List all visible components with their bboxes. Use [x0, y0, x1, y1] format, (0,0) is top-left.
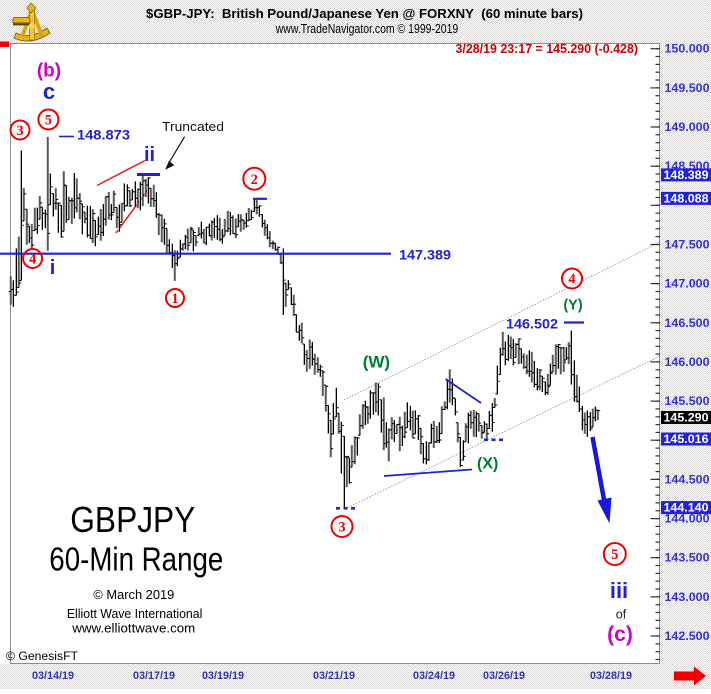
svg-text:(W): (W): [363, 353, 390, 372]
svg-text:4: 4: [29, 252, 36, 268]
svg-text:148.088: 148.088: [664, 193, 710, 205]
svg-text:(c): (c): [607, 623, 633, 646]
svg-text:147.000: 147.000: [665, 279, 710, 291]
svg-text:149.500: 149.500: [665, 83, 710, 95]
svg-text:© GenesisFT: © GenesisFT: [6, 651, 78, 663]
svg-text:143.500: 143.500: [665, 553, 710, 565]
svg-text:c: c: [43, 79, 55, 104]
svg-text:5: 5: [45, 113, 52, 129]
svg-text:3/28/19 23:17 = 145.290 (-0.42: 3/28/19 23:17 = 145.290 (-0.428): [456, 42, 639, 56]
svg-text:149.000: 149.000: [665, 122, 710, 134]
svg-text:Truncated: Truncated: [162, 120, 224, 134]
svg-text:iii: iii: [610, 578, 628, 603]
svg-text:$GBP-JPY: British Pound/Japan: $GBP-JPY: British Pound/Japanese Yen @ F…: [146, 7, 583, 21]
svg-text:www.TradeNavigator.com © 1999-: www.TradeNavigator.com © 1999-2019: [275, 22, 458, 36]
svg-text:3: 3: [16, 123, 23, 139]
svg-text:146.500: 146.500: [665, 318, 710, 330]
svg-text:i: i: [50, 257, 56, 279]
svg-text:www.elliottwave.com: www.elliottwave.com: [71, 622, 195, 636]
svg-text:146.502: 146.502: [506, 317, 558, 332]
svg-text:145.016: 145.016: [664, 434, 709, 446]
svg-text:147.500: 147.500: [665, 239, 710, 251]
svg-text:03/26/19: 03/26/19: [483, 670, 525, 682]
svg-text:5: 5: [611, 547, 618, 563]
svg-text:144.500: 144.500: [665, 474, 710, 486]
svg-text:145.290: 145.290: [664, 413, 709, 425]
svg-text:(Y): (Y): [563, 298, 583, 314]
svg-text:60-Min Range: 60-Min Range: [49, 541, 223, 578]
svg-text:144.140: 144.140: [664, 503, 709, 515]
svg-text:2: 2: [251, 172, 258, 188]
svg-text:© March 2019: © March 2019: [93, 588, 174, 602]
svg-text:1: 1: [171, 291, 178, 307]
svg-text:3: 3: [338, 520, 345, 536]
svg-text:03/24/19: 03/24/19: [413, 670, 455, 682]
svg-text:147.389: 147.389: [399, 248, 451, 263]
svg-text:146.000: 146.000: [665, 357, 710, 369]
svg-text:03/21/19: 03/21/19: [313, 670, 355, 682]
svg-text:03/28/19: 03/28/19: [590, 670, 632, 682]
svg-text:GBPJPY: GBPJPY: [70, 499, 195, 540]
svg-text:145.500: 145.500: [665, 396, 710, 408]
svg-text:(X): (X): [477, 456, 498, 473]
svg-text:Elliott Wave International: Elliott Wave International: [67, 607, 203, 621]
svg-text:148.873: 148.873: [77, 128, 131, 143]
svg-text:144.000: 144.000: [665, 514, 710, 526]
svg-text:148.389: 148.389: [664, 170, 709, 182]
svg-text:4: 4: [568, 272, 575, 288]
svg-text:143.000: 143.000: [665, 592, 710, 604]
svg-text:03/19/19: 03/19/19: [202, 670, 244, 682]
svg-text:142.500: 142.500: [665, 631, 710, 643]
svg-text:(b): (b): [37, 61, 61, 82]
svg-text:03/14/19: 03/14/19: [32, 670, 74, 682]
svg-text:ii: ii: [144, 144, 155, 166]
svg-text:150.000: 150.000: [665, 44, 710, 56]
svg-text:03/17/19: 03/17/19: [133, 670, 175, 682]
svg-text:of: of: [616, 608, 627, 622]
